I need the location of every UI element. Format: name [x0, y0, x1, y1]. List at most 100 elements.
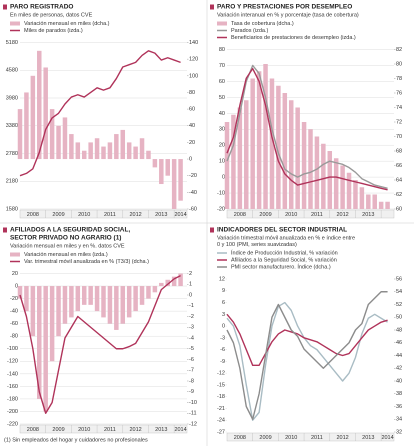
y2-tick-label: 120	[189, 57, 198, 63]
y-tick-label: 3380	[6, 123, 18, 129]
y-tick-label: 1580	[6, 206, 18, 212]
x-tick-label: 2009	[52, 427, 64, 433]
bar	[385, 201, 390, 209]
legend-label: Índice de Producción Industrial, % varia…	[231, 249, 338, 256]
y2-tick-label: 72	[396, 119, 402, 125]
bar	[81, 150, 87, 160]
bar	[139, 286, 145, 305]
y-tick-label: -60	[10, 321, 18, 327]
line-series	[19, 50, 181, 177]
bar	[24, 286, 29, 312]
bar	[346, 172, 352, 209]
panel-subtitle: En miles de personas, datos CVE	[10, 12, 93, 18]
bar	[69, 134, 74, 160]
bar	[372, 194, 377, 209]
y2-tick-label: 34	[396, 417, 402, 423]
y-tick-label: 2780	[6, 151, 18, 157]
y2-tick-label: -4	[189, 335, 194, 341]
bar	[37, 286, 42, 399]
bar	[17, 286, 23, 299]
bar	[295, 107, 300, 209]
y-tick-label: -21	[217, 406, 225, 412]
legend-label: Variación mensual en miles (izda.)	[24, 252, 108, 258]
y2-tick-label: 0	[189, 157, 192, 163]
y2-tick-label: 80	[189, 90, 195, 96]
y-tick-label: -24	[217, 418, 225, 424]
bar	[237, 107, 243, 209]
y2-tick-label: -40	[189, 190, 197, 196]
x-tick-label: 2014	[381, 435, 393, 441]
bar	[146, 286, 151, 299]
title-marker	[3, 227, 7, 233]
y-tick-label: -40	[10, 309, 18, 315]
x-tick-label: 2013	[362, 435, 374, 441]
x-tick-label: 2013	[155, 212, 167, 218]
y2-tick-label: 0	[189, 292, 192, 298]
y2-tick-label: 82	[396, 47, 402, 53]
y-tick-label: -27	[217, 429, 225, 435]
legend-label: Beneficiarios de prestaciones de desempl…	[231, 35, 356, 41]
y2-tick-label: -12	[189, 421, 197, 427]
y2-tick-label: 20	[189, 140, 195, 146]
y2-tick-label: 140	[189, 40, 198, 46]
y-tick-label: -12	[217, 371, 225, 377]
line-series	[226, 313, 388, 367]
y-tick-label: -160	[7, 384, 18, 390]
x-tick-label: 2014	[174, 427, 186, 433]
x-tick-label: 2008	[27, 212, 39, 218]
bar	[139, 138, 145, 160]
legend-label: PMI sector manufacturero. Índice (dcha.)	[231, 263, 331, 270]
title-marker	[210, 4, 214, 10]
y2-tick-label: -9	[189, 389, 194, 395]
x-tick-label: 2012	[336, 212, 348, 218]
y-tick-label: -80	[10, 334, 18, 340]
line-series	[226, 67, 388, 191]
y2-tick-label: -8	[189, 378, 194, 384]
bar	[101, 286, 106, 318]
y2-tick-label: 60	[396, 206, 402, 212]
bar	[30, 75, 36, 160]
x-tick-label: 2013	[362, 212, 374, 218]
y-tick-label: -180	[7, 396, 18, 402]
y2-tick-label: 40	[189, 123, 195, 129]
bar	[308, 129, 313, 209]
y-tick-label: 3	[222, 312, 225, 318]
bar	[282, 93, 288, 209]
y2-tick-label: -3	[189, 325, 194, 331]
legend-label: Parados (izda.)	[231, 28, 268, 34]
y-tick-label: 6	[222, 300, 225, 306]
bar	[288, 100, 294, 209]
y2-tick-label: -11	[189, 411, 197, 417]
y2-tick-label: 2	[189, 271, 192, 277]
y2-tick-label: 62	[396, 192, 402, 198]
y2-tick-label: 40	[396, 378, 402, 384]
bar	[250, 78, 255, 209]
y2-tick-label: -20	[189, 173, 197, 179]
bar	[165, 279, 170, 287]
y2-tick-label: 54	[396, 289, 402, 295]
y2-tick-label: 68	[396, 148, 402, 154]
x-tick-label: 2010	[78, 427, 90, 433]
x-axis-band	[19, 209, 188, 219]
bar	[314, 136, 320, 209]
y-tick-label: -10	[217, 191, 225, 197]
bar	[69, 286, 74, 318]
line-series	[19, 275, 181, 414]
bar	[263, 64, 268, 209]
y2-tick-label: 60	[189, 107, 195, 113]
bar	[133, 286, 138, 312]
bar	[30, 286, 36, 337]
y2-tick-label: 76	[396, 90, 402, 96]
bar	[88, 142, 93, 160]
line-series	[226, 291, 388, 420]
panel-subtitle: Variación trimestral móvil anualizada en…	[217, 235, 355, 241]
bar	[17, 109, 23, 160]
line-series	[226, 64, 388, 189]
y-tick-label: 0	[222, 324, 225, 330]
bar	[114, 134, 119, 160]
y2-tick-label: -7	[189, 368, 194, 374]
bar	[152, 159, 158, 168]
x-tick-label: 2010	[78, 212, 90, 218]
